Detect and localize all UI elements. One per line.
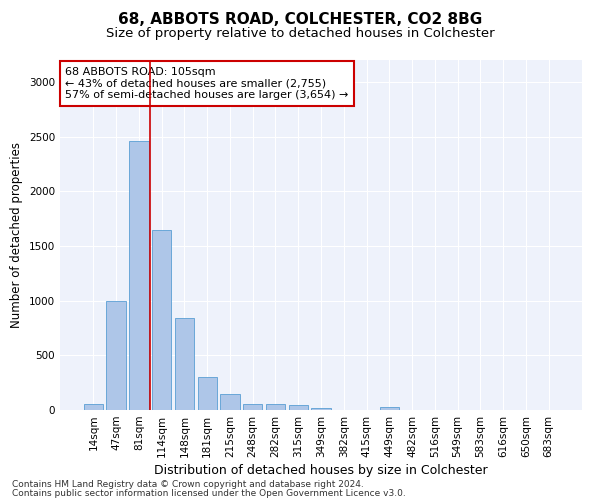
Text: Contains HM Land Registry data © Crown copyright and database right 2024.: Contains HM Land Registry data © Crown c… [12, 480, 364, 489]
Bar [243, 404, 262, 410]
Bar [380, 406, 399, 410]
Bar [175, 318, 194, 410]
Text: 68, ABBOTS ROAD, COLCHESTER, CO2 8BG: 68, ABBOTS ROAD, COLCHESTER, CO2 8BG [118, 12, 482, 28]
Text: Contains public sector information licensed under the Open Government Licence v3: Contains public sector information licen… [12, 488, 406, 498]
X-axis label: Distribution of detached houses by size in Colchester: Distribution of detached houses by size … [154, 464, 488, 477]
Text: 68 ABBOTS ROAD: 105sqm
← 43% of detached houses are smaller (2,755)
57% of semi-: 68 ABBOTS ROAD: 105sqm ← 43% of detached… [65, 67, 349, 100]
Bar [311, 408, 331, 410]
Bar [106, 300, 126, 410]
Bar [289, 404, 308, 410]
Bar [84, 404, 103, 410]
Bar [220, 394, 239, 410]
Bar [266, 404, 285, 410]
Bar [152, 230, 172, 410]
Text: Size of property relative to detached houses in Colchester: Size of property relative to detached ho… [106, 28, 494, 40]
Bar [129, 141, 149, 410]
Y-axis label: Number of detached properties: Number of detached properties [10, 142, 23, 328]
Bar [197, 377, 217, 410]
